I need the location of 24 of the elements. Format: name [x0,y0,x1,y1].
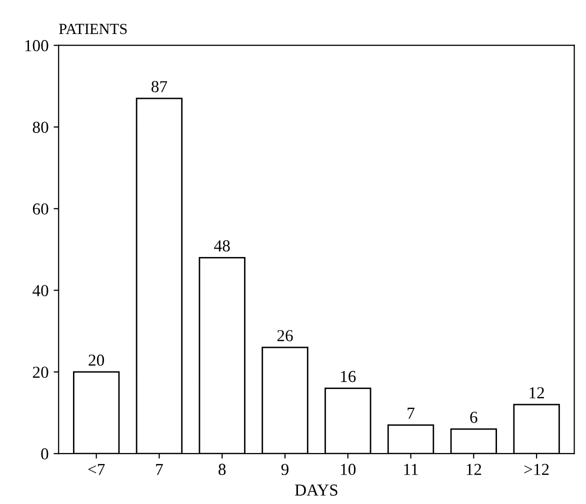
x-tick-label: >12 [524,464,549,475]
y-tick-label: 60 [32,203,48,215]
data-label: 48 [214,240,230,252]
x-tick-label: 11 [404,464,418,475]
y-tick-label: 20 [32,366,48,378]
x-tick-label: 8 [218,464,226,476]
x-axis-title: DAYS [294,484,338,496]
x-tick-label: 10 [341,464,356,476]
y-tick-label: 100 [25,40,48,52]
x-tick-label: 7 [156,464,163,475]
data-label: 16 [341,370,356,382]
x-tick-label: <7 [88,464,105,475]
data-label: 20 [88,354,104,366]
y-tick-label: 40 [32,285,48,296]
x-tick-label: 9 [281,464,288,476]
y-tick-label: 0 [41,448,48,460]
data-label: 26 [277,330,293,342]
data-label: 87 [152,81,168,92]
y-axis-title: PATIENTS [59,24,127,34]
data-label: 12 [530,387,544,398]
data-label: 7 [408,408,414,419]
data-label: 6 [470,412,478,423]
y-tick-label: 80 [32,122,48,133]
x-tick-label: 12 [466,464,482,475]
